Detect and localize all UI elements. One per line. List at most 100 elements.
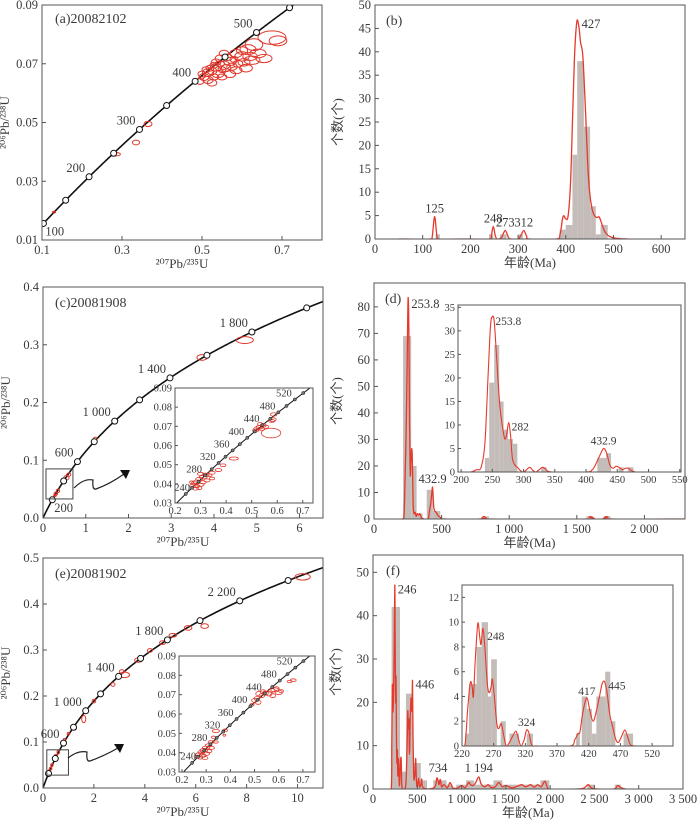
y-tick-label: 0.0 <box>23 511 39 525</box>
error-ellipse <box>210 58 222 67</box>
concordia-age-marker <box>277 678 282 683</box>
y-tick-label: 15 <box>445 397 456 408</box>
concordia-age-marker <box>248 704 253 709</box>
concordia-age-label: 360 <box>214 439 230 450</box>
axis-x-label: 年龄(Ma) <box>504 255 556 270</box>
concordia-age-label: 520 <box>277 657 293 668</box>
y-tick-label: 0.05 <box>158 729 176 740</box>
histogram-bar <box>502 784 541 789</box>
concordia-age-label: 440 <box>244 414 260 425</box>
concordia-age-label: 1 000 <box>54 695 82 709</box>
concordia-age-marker <box>227 723 232 728</box>
x-tick-label: 3 000 <box>625 792 653 806</box>
peak-age-label: 324 <box>518 717 536 729</box>
plot-frame <box>42 557 324 789</box>
concordia-age-marker <box>51 755 59 763</box>
error-ellipse <box>214 468 223 472</box>
kde-curve <box>462 622 646 746</box>
x-tick-label: 0.3 <box>194 506 207 517</box>
error-ellipse <box>209 476 216 481</box>
error-ellipse <box>222 733 227 737</box>
axis-x-label: ²⁰⁷Pb/²³⁵U <box>157 804 210 819</box>
x-tick-label: 0.2 <box>175 775 188 786</box>
y-tick-label: 0.3 <box>23 338 39 352</box>
concordia-age-marker <box>238 442 242 446</box>
histogram-bar <box>499 234 507 239</box>
x-tick-label: 3 <box>168 521 174 535</box>
concordia-age-marker <box>262 691 267 696</box>
panel-e: 0 2 4 6 8 10 0.0 0.1 0.2 0.3 0.4 0.5 600 1 000 1 400 1 … <box>0 551 324 819</box>
plot-area <box>461 315 649 472</box>
peak-age-label: 248 <box>484 211 503 225</box>
concordia-age-marker <box>276 410 281 415</box>
x-tick-label: 1 000 <box>448 792 476 806</box>
concordia-age-marker <box>268 416 273 421</box>
y-tick-label: 0.03 <box>154 499 172 510</box>
error-ellipse <box>168 632 178 638</box>
zoom-region-box <box>46 749 69 776</box>
concordia-age-marker <box>62 196 70 204</box>
y-tick-label: 8 <box>454 642 459 653</box>
error-ellipse <box>268 35 288 47</box>
concordia-age-marker <box>136 396 144 404</box>
zoom-arrow <box>73 473 125 490</box>
histogram-bar <box>420 780 428 789</box>
concordia-age-marker <box>60 477 68 485</box>
error-ellipse <box>50 763 54 767</box>
concordia-age-marker <box>42 219 47 227</box>
concordia-age-marker <box>82 707 90 715</box>
x-tick-label: 4 <box>211 521 218 535</box>
histogram-bar <box>503 429 508 472</box>
concordia-age-marker <box>253 28 261 36</box>
inset-chart: 200 250 300 350 400 450 500 550 0 5 10 15 20 25 30 35 25… <box>445 303 688 486</box>
x-tick-label: 400 <box>556 242 575 256</box>
inset-chart: 220 270 320 370 420 470 520 0 2 4 6 8 10 12 248 324 417 4… <box>449 584 674 760</box>
x-tick-label: 220 <box>454 749 470 760</box>
y-tick-label: 30 <box>445 326 456 337</box>
x-tick-label: 0.4 <box>224 775 238 786</box>
y-tick-label: 6 <box>454 667 459 678</box>
y-tick-label: 50 <box>357 565 370 579</box>
error-ellipse <box>286 679 293 684</box>
concordia-age-label: 240 <box>180 752 196 763</box>
x-tick-label: 0 <box>371 522 377 536</box>
concordia-age-label: 500 <box>234 16 253 30</box>
concordia-age-marker <box>203 351 211 359</box>
histogram-bar <box>494 344 500 472</box>
y-tick-label: 0.01 <box>16 233 38 247</box>
y-tick-label: 0 <box>450 468 455 479</box>
concordia-age-label: 240 <box>174 483 190 494</box>
x-tick-label: 1 500 <box>563 522 591 536</box>
axis-y-label: ²⁰⁶Pb/²³⁸U <box>0 376 13 429</box>
panel-title: (f) <box>386 564 400 579</box>
peak-age-label: 427 <box>582 17 601 31</box>
error-ellipse <box>229 48 243 59</box>
y-tick-label: 0.5 <box>23 551 39 565</box>
histogram-bar <box>610 721 616 746</box>
panel-title: (a)20082102 <box>55 12 127 27</box>
concordia-age-marker <box>137 654 145 662</box>
concordia-age-label: 320 <box>204 721 220 732</box>
y-tick-label: 60 <box>358 353 371 367</box>
concordia-age-marker <box>60 739 68 747</box>
peak-age-label: 432.9 <box>591 435 617 447</box>
concordia-age-label: 320 <box>200 452 216 463</box>
error-ellipse <box>235 336 254 345</box>
concordia-age-marker <box>245 435 250 440</box>
x-tick-label: 400 <box>578 475 594 486</box>
concordia-age-marker <box>73 458 81 466</box>
x-tick-label: 0 <box>372 242 378 256</box>
concordia-age-marker <box>255 697 260 702</box>
concordia-age-marker <box>301 659 306 663</box>
histogram-bar <box>489 382 495 472</box>
x-tick-label: 500 <box>408 792 427 806</box>
y-tick-label: 50 <box>358 379 371 393</box>
plot-area <box>386 584 626 789</box>
y-tick-label: 10 <box>445 420 456 431</box>
x-tick-label: 420 <box>581 749 597 760</box>
error-ellipse <box>206 473 213 477</box>
x-tick-label: 350 <box>547 475 563 486</box>
concordia-age-label: 1 800 <box>135 624 163 638</box>
x-tick-label: 0 <box>40 791 46 805</box>
y-tick-label: 10 <box>358 485 371 499</box>
